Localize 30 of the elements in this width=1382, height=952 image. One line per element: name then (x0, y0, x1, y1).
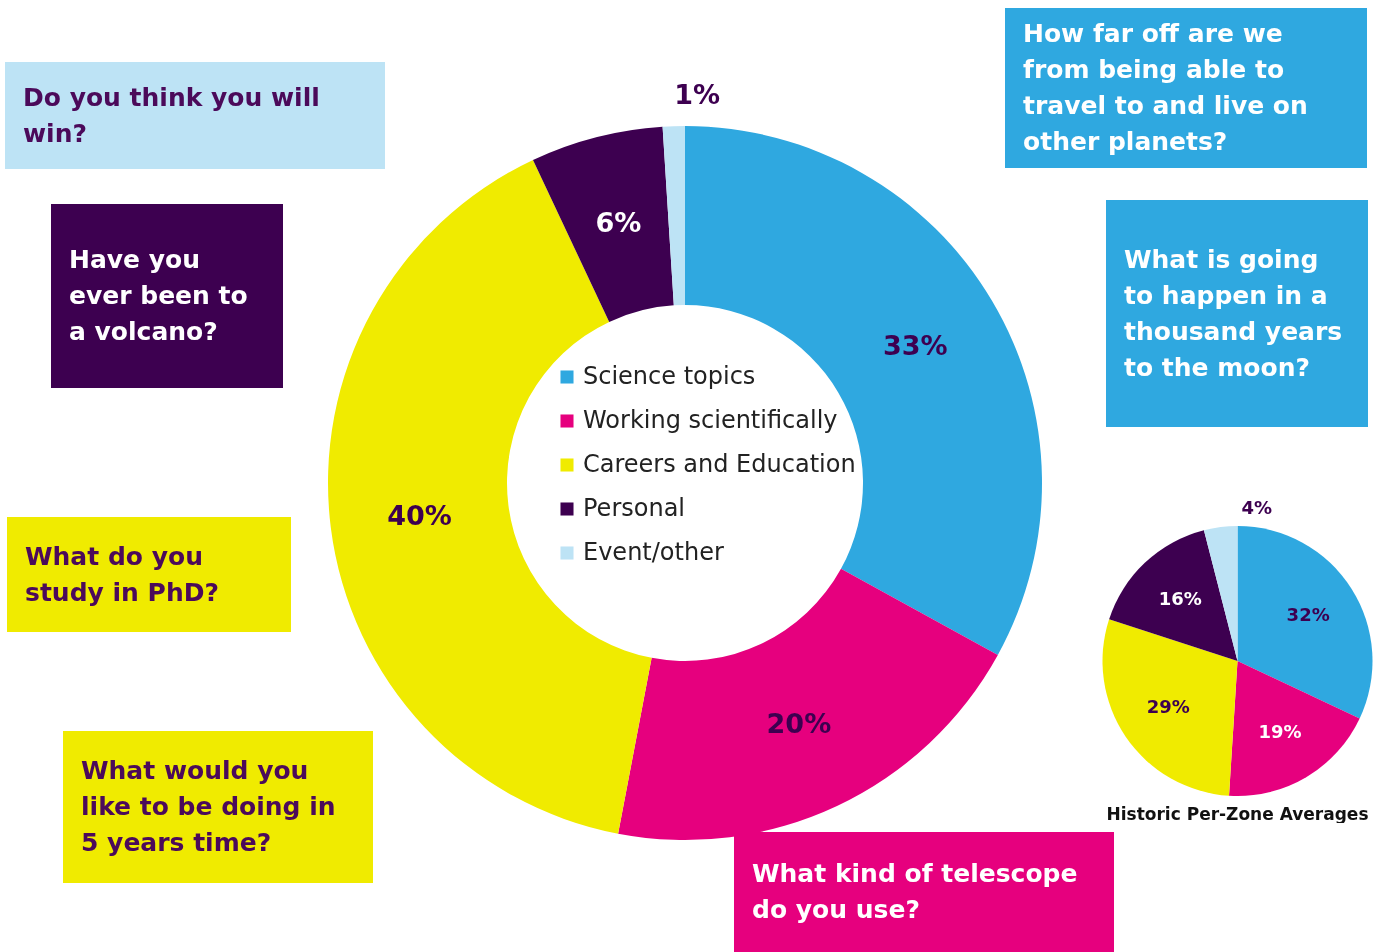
pie-slice (1102, 619, 1238, 796)
text: Have you ever been to a volcano? (51, 204, 283, 388)
donut-slice (533, 126, 674, 322)
legend-label: Personal (583, 494, 686, 522)
pie-slice (1237, 526, 1373, 719)
donut-slice (662, 126, 685, 306)
data-label: 29% (1146, 696, 1190, 718)
data-label: 4% (1241, 497, 1272, 519)
legend-label: Careers and Education (583, 450, 856, 478)
data-label: 32% (1286, 604, 1330, 626)
legend-label: Working scientifically (583, 406, 838, 434)
data-label: 19% (1258, 721, 1302, 743)
data-label: 16% (1158, 587, 1202, 609)
data-label: 20% (766, 708, 832, 740)
data-label: 1% (674, 79, 721, 111)
pie-slice (1203, 526, 1238, 661)
legend-label: Event/other (583, 538, 724, 566)
legend-label: Science topics (583, 362, 756, 390)
text: What is going to happen in a thousand years to the moon? (1106, 200, 1368, 427)
text: How far off are we from being able to travel to and live on other planets? (1005, 8, 1367, 168)
pie-slice (1109, 530, 1238, 661)
pie-slice (1229, 661, 1360, 796)
data-label: 6% (595, 206, 642, 238)
data-label: 33% (882, 329, 948, 361)
text: What do you study in PhD? (7, 517, 291, 632)
text: Historic Per-Zone Averages (1106, 804, 1369, 824)
text: What would you like to be doing in 5 years time? (63, 731, 373, 883)
data-label: 40% (387, 499, 452, 531)
text: Do you think you will win? (5, 62, 385, 169)
text: What kind of telescope do you use? (734, 832, 1114, 952)
